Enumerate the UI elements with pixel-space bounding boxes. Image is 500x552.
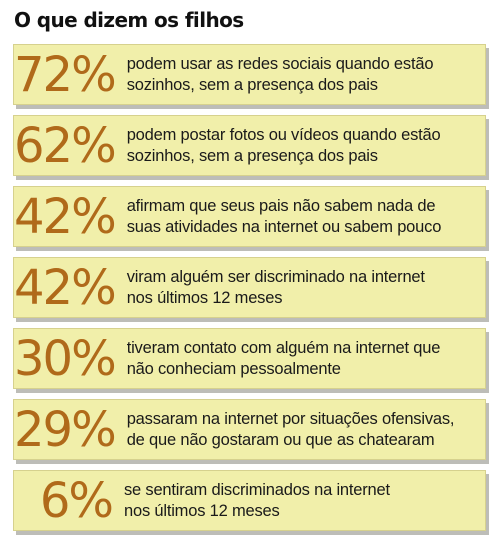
stat-description-line: podem usar as redes sociais quando estão — [126, 54, 434, 73]
stat-percentage: 30% — [14, 330, 117, 387]
stat-description-line: tiveram contato com alguém na internet q… — [126, 338, 441, 357]
stat-card: 6% se sentiram discriminados na internet… — [13, 470, 486, 531]
stat-description-line: nos últimos 12 meses — [126, 288, 283, 307]
stat-percentage: 29% — [14, 401, 117, 458]
stat-percentage: 6% — [39, 472, 114, 529]
page-title: O que dizem os filhos — [14, 8, 244, 32]
stat-percentage: 72% — [14, 46, 117, 103]
stat-percentage: 42% — [14, 188, 117, 245]
stat-description-line: afirmam que seus pais não sabem nada de — [126, 196, 436, 215]
stat-description-line: sozinhos, sem a presença dos pais — [126, 146, 378, 165]
stat-card: 62% podem postar fotos ou vídeos quando … — [13, 115, 486, 176]
stat-description-line: passaram na internet por situações ofens… — [126, 409, 455, 428]
stat-card: 72% podem usar as redes sociais quando e… — [13, 44, 486, 105]
stat-card: 42% viram alguém ser discriminado na int… — [13, 257, 486, 318]
stat-description: podem usar as redes sociais quando estão… — [121, 54, 485, 96]
stat-description-line: não conheciam pessoalmente — [126, 359, 341, 378]
stat-percentage: 62% — [14, 117, 117, 174]
stat-description: viram alguém ser discriminado na interne… — [121, 267, 485, 309]
stat-description-line: suas atividades na internet ou sabem pou… — [126, 217, 442, 236]
stats-list: 72% podem usar as redes sociais quando e… — [13, 44, 486, 531]
stat-description: passaram na internet por situações ofens… — [121, 409, 485, 451]
stat-description: podem postar fotos ou vídeos quando estã… — [121, 125, 485, 167]
stat-description: tiveram contato com alguém na internet q… — [121, 338, 485, 380]
stat-card: 30% tiveram contato com alguém na intern… — [13, 328, 486, 389]
stat-description-line: podem postar fotos ou vídeos quando estã… — [126, 125, 441, 144]
stat-percentage: 42% — [14, 259, 117, 316]
stat-description: afirmam que seus pais não sabem nada de … — [121, 196, 485, 238]
stat-description-line: viram alguém ser discriminado na interne… — [126, 267, 425, 286]
stat-description: se sentiram discriminados na internet no… — [118, 480, 485, 522]
stat-description-line: se sentiram discriminados na internet — [124, 480, 390, 499]
stat-description-line: de que não gostaram ou que as chatearam — [126, 430, 435, 449]
stat-description-line: sozinhos, sem a presença dos pais — [126, 75, 378, 94]
stat-card: 29% passaram na internet por situações o… — [13, 399, 486, 460]
stat-card: 42% afirmam que seus pais não sabem nada… — [13, 186, 486, 247]
stat-description-line: nos últimos 12 meses — [124, 501, 280, 520]
